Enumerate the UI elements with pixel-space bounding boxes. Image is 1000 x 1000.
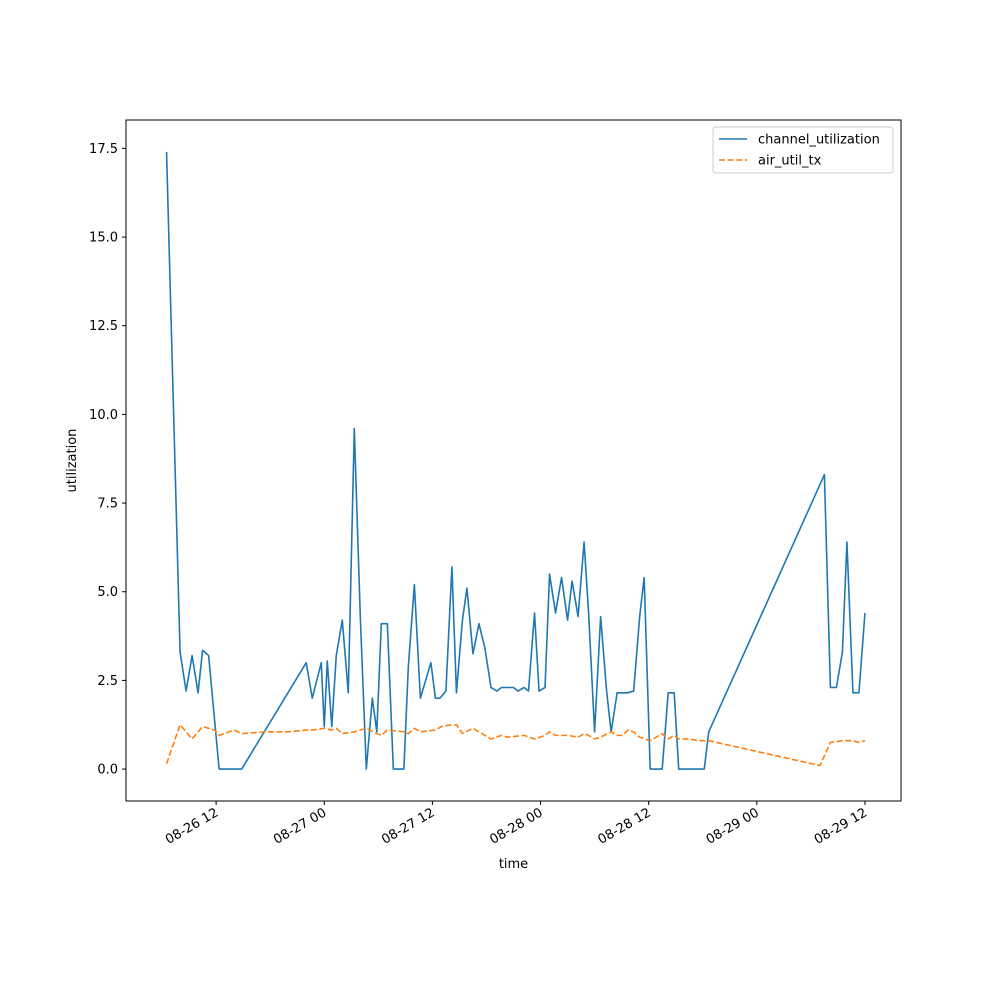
y-tick-label: 7.5 [97, 497, 118, 512]
y-axis-label: utilization [65, 429, 80, 493]
legend-label-channel-utilization: channel_utilization [758, 133, 880, 148]
y-tick-label: 17.5 [89, 142, 118, 157]
y-tick-label: 10.0 [89, 408, 118, 423]
legend-label-air-util-tx: air_util_tx [758, 154, 822, 169]
y-tick-label: 12.5 [89, 319, 118, 334]
series-layer [165, 151, 866, 770]
legend: channel_utilization air_util_tx [712, 126, 894, 174]
series-line-air-util-tx [165, 723, 866, 767]
x-axis-label: time [499, 857, 528, 872]
y-tick-label: 15.0 [89, 231, 118, 246]
y-tick-label: 5.0 [97, 585, 118, 600]
y-tick-label: 2.5 [97, 674, 118, 689]
series-line-channel-utilization [165, 151, 866, 770]
axes-frame [125, 119, 902, 802]
legend-box [712, 126, 894, 174]
y-tick-label: 0.0 [97, 763, 118, 778]
